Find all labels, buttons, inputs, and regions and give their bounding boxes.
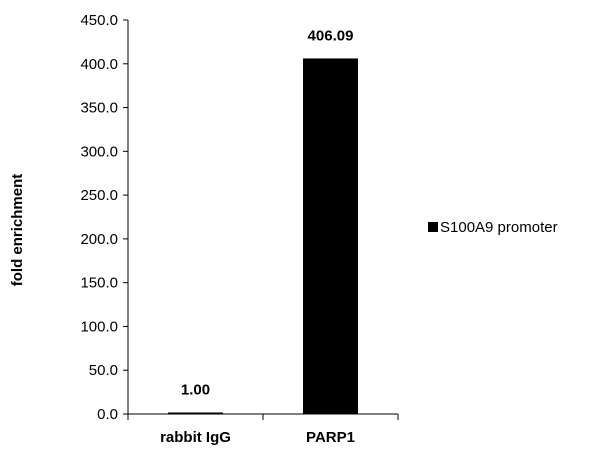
bar: [303, 58, 358, 414]
legend-label: S100A9 promoter: [440, 219, 558, 236]
y-tick-label: 350.0: [80, 100, 118, 117]
legend: S100A9 promoter: [428, 219, 558, 236]
y-tick-label: 450.0: [80, 12, 118, 29]
bar: [168, 412, 223, 414]
y-tick-label: 250.0: [80, 187, 118, 204]
legend-swatch: [428, 222, 438, 232]
y-tick-label: 50.0: [89, 362, 118, 379]
y-tick-label: 200.0: [80, 231, 118, 248]
y-tick-label: 300.0: [80, 143, 118, 160]
data-label: 406.09: [308, 27, 354, 44]
x-axis-ticks: rabbit IgG PARP1: [127, 414, 399, 446]
bars: [168, 58, 358, 414]
y-axis-ticks: 0.0 50.0 100.0 150.0 200.0 250.0 300.0 350.0 400…: [80, 12, 128, 423]
x-tick-label: rabbit IgG: [160, 429, 231, 446]
y-tick-label: 400.0: [80, 56, 118, 73]
y-tick-label: 0.0: [97, 406, 118, 423]
y-tick-label: 150.0: [80, 275, 118, 292]
data-labels: 1.00 406.09: [181, 27, 354, 398]
y-axis-title: fold enrichment: [9, 174, 26, 287]
x-tick-label: PARP1: [306, 429, 355, 446]
y-tick-label: 100.0: [80, 318, 118, 335]
data-label: 1.00: [181, 382, 210, 399]
